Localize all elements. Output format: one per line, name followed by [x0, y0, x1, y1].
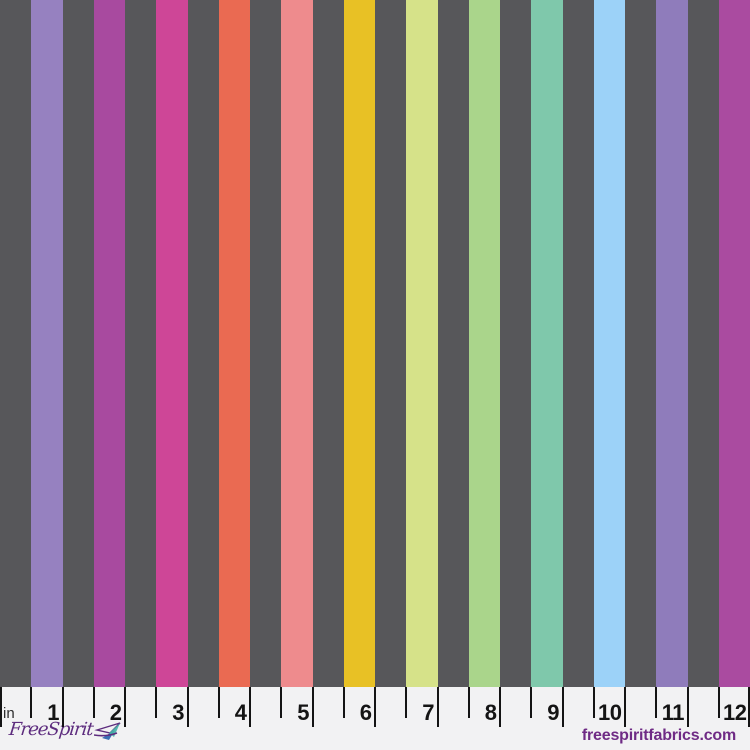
ruler-unit-label: in: [3, 705, 15, 722]
half-inch-tick: [592, 687, 595, 718]
inch-tick: [561, 687, 564, 727]
ruler-number: 1: [47, 700, 59, 725]
inch-tick: [61, 687, 64, 727]
inch-tick: [124, 687, 127, 727]
half-inch-tick: [655, 687, 658, 718]
half-inch-tick: [405, 687, 408, 718]
ruler-number: 4: [234, 700, 247, 725]
inch-tick: [624, 687, 627, 727]
website-url: freespiritfabrics.com: [581, 727, 736, 744]
half-inch-tick: [342, 687, 345, 718]
color-stripe: [156, 0, 188, 687]
color-stripe: [656, 0, 688, 687]
inch-tick: [499, 687, 502, 727]
half-inch-tick: [467, 687, 470, 718]
ruler-number: 6: [359, 700, 372, 725]
inch-tick: [249, 687, 252, 727]
color-stripe: [93, 0, 125, 687]
half-inch-tick: [155, 687, 158, 718]
color-stripe: [468, 0, 500, 687]
ruler-number: 9: [547, 700, 559, 725]
inch-tick: [686, 687, 689, 727]
color-stripe: [531, 0, 563, 687]
half-inch-tick: [280, 687, 283, 718]
color-stripe: [281, 0, 313, 687]
ruler-number: 2: [109, 700, 122, 725]
color-stripe: [343, 0, 375, 687]
inch-tick: [374, 687, 377, 727]
inch-tick: [747, 687, 750, 727]
color-stripe: [593, 0, 625, 687]
inch-tick: [0, 687, 3, 727]
half-inch-tick: [30, 687, 33, 718]
ruler-number: 8: [484, 700, 497, 725]
fabric-swatch: [0, 0, 750, 687]
color-stripe: [406, 0, 438, 687]
half-inch-tick: [217, 687, 220, 718]
ruler-number: 7: [422, 700, 434, 725]
paper-plane-icon: [93, 722, 121, 740]
ruler-number: 11: [661, 700, 685, 725]
ruler-number: 3: [172, 700, 184, 725]
half-inch-tick: [717, 687, 720, 718]
inch-tick: [186, 687, 189, 727]
inch-tick: [311, 687, 314, 727]
color-stripe: [218, 0, 250, 687]
inch-tick: [436, 687, 439, 727]
half-inch-tick: [92, 687, 95, 718]
color-stripe: [718, 0, 750, 687]
color-stripe: [31, 0, 63, 687]
ruler-number: 10: [598, 700, 622, 725]
half-inch-tick: [530, 687, 533, 718]
ruler-number: 5: [297, 700, 309, 725]
freespirit-logo: FreeSpirit: [8, 719, 122, 746]
ruler-number: 12: [723, 700, 747, 725]
